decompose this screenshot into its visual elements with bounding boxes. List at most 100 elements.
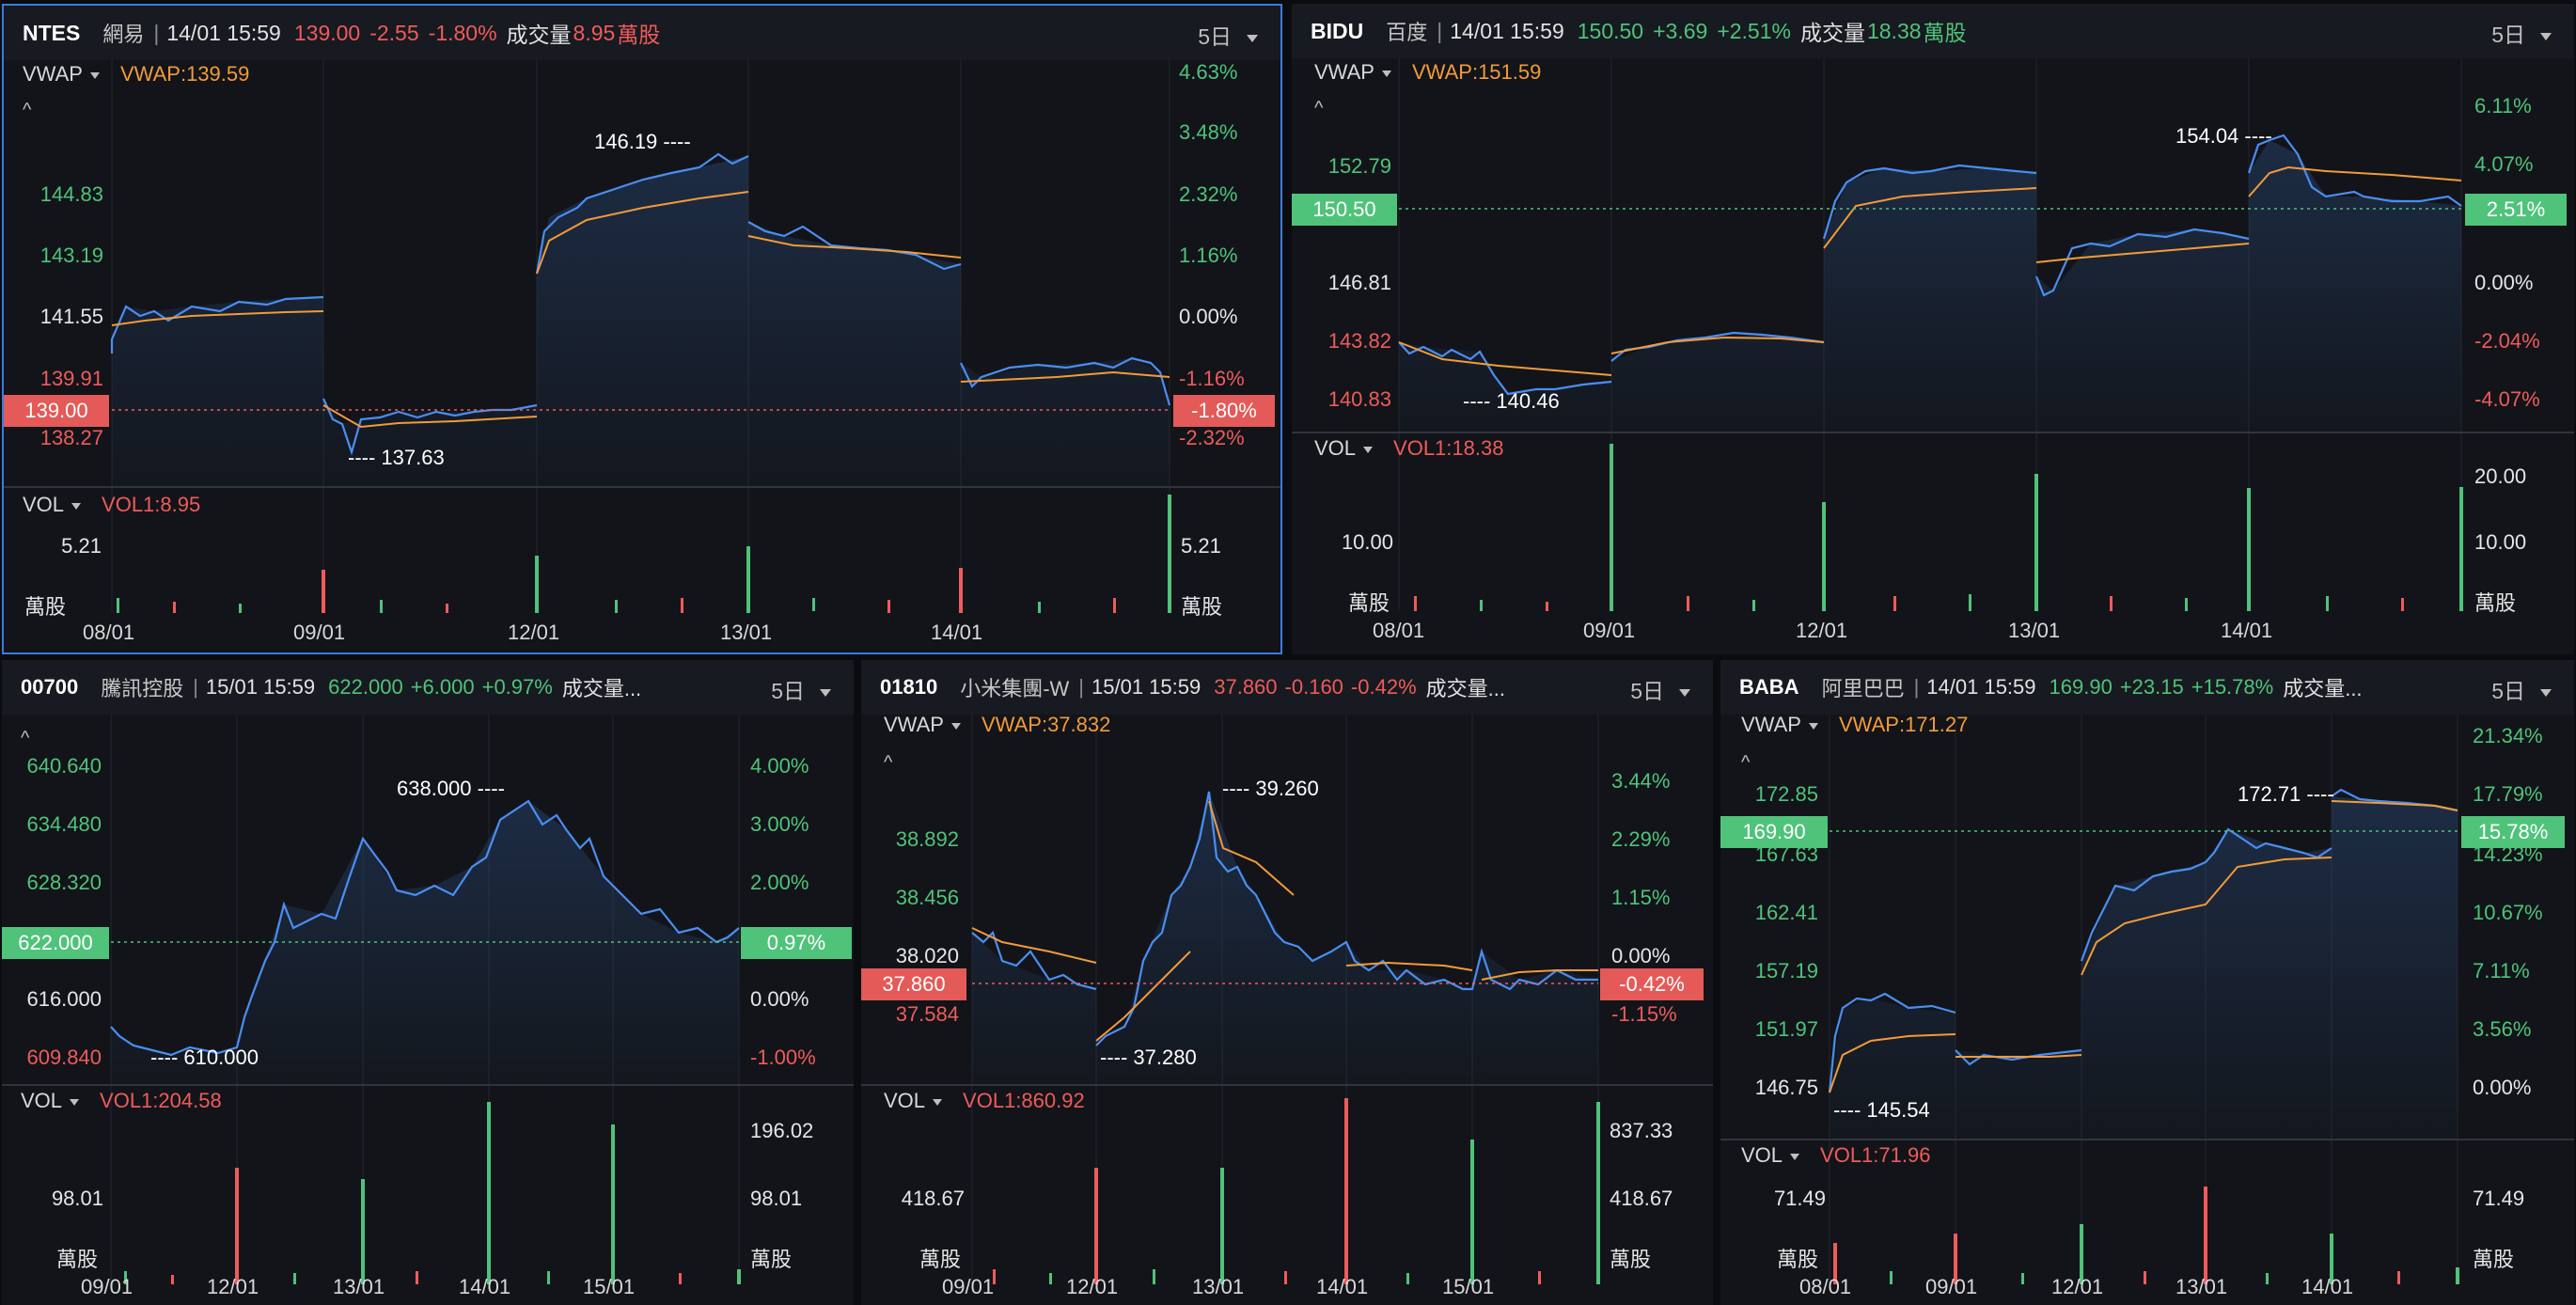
vol-tick: 5.21 <box>61 534 102 558</box>
collapse-icon[interactable]: ^ <box>884 752 893 773</box>
vol-label: VOL <box>1314 436 1357 460</box>
range-selector[interactable]: 5日 <box>2491 673 2552 705</box>
tick: 38.020 <box>895 944 959 967</box>
low-marker: ---- 145.54 <box>1833 1098 1930 1122</box>
range-selector[interactable]: 5日 <box>2491 17 2552 49</box>
vol-indicator[interactable]: VOL VOL1:8.95 <box>23 493 200 517</box>
chart-panel-00700[interactable]: 00700 騰訊控股 | 15/01 15:59 622.000 +6.000 … <box>2 660 854 1305</box>
price-change: +3.69 <box>1653 18 1708 43</box>
tick: 1.16% <box>1179 244 1238 267</box>
pct-change: +2.51% <box>1717 18 1791 43</box>
collapse-icon[interactable]: ^ <box>1741 752 1751 773</box>
current-price-tag: 622.000 <box>2 927 109 959</box>
symbol: 01810 <box>880 675 938 699</box>
chart-canvas[interactable] <box>2 660 854 1305</box>
collapse-icon[interactable]: ^ <box>23 100 32 120</box>
tick: 640.640 <box>26 754 102 778</box>
chart-canvas[interactable] <box>861 660 1713 1305</box>
tick: 3.44% <box>1611 769 1671 793</box>
date-label: 12/01 <box>207 1275 259 1298</box>
range-selector[interactable]: 5日 <box>1630 673 1690 705</box>
timestamp: 15/01 15:59 <box>1092 675 1202 699</box>
panel-header: 00700 騰訊控股 | 15/01 15:59 622.000 +6.000 … <box>2 660 854 715</box>
volume-value: 18.38 <box>1866 18 1922 43</box>
date-label: 09/01 <box>942 1275 995 1298</box>
stock-name: 百度 <box>1386 21 1428 44</box>
high-label: 146.19 <box>594 130 658 153</box>
tick: 0.00% <box>2474 271 2534 294</box>
vwap-indicator[interactable]: VWAP VWAP:151.59 <box>1314 60 1541 85</box>
collapse-icon[interactable]: ^ <box>21 728 30 748</box>
tick: 38.892 <box>895 827 959 851</box>
current-price-tag: 139.00 <box>4 395 109 427</box>
chart-canvas[interactable] <box>1720 660 2574 1305</box>
vol-indicator[interactable]: VOL VOL1:204.58 <box>21 1089 222 1113</box>
date-label: 14/01 <box>1316 1275 1369 1298</box>
tick: 2.29% <box>1611 827 1671 851</box>
vol-indicator[interactable]: VOL VOL1:18.38 <box>1314 436 1503 461</box>
range-selector[interactable]: 5日 <box>1198 19 1258 51</box>
volume-unit: 萬股 <box>617 23 661 47</box>
price-area <box>1830 796 2458 1140</box>
low-marker: ---- 140.46 <box>1463 389 1560 413</box>
pct-change: +15.78% <box>2191 675 2274 699</box>
range-selector[interactable]: 5日 <box>771 673 831 705</box>
chart-panel-ntes[interactable]: NTES 網易 | 14/01 15:59 139.00 -2.55 -1.80… <box>2 4 1282 654</box>
right-axis: 21.34% 17.79% 14.23% 10.67% 7.11% 3.56% … <box>2473 660 2574 1140</box>
vwap-indicator[interactable]: VWAP VWAP:171.27 <box>1741 713 1968 737</box>
vol-tick-right: 98.01 <box>750 1187 803 1210</box>
chart-canvas[interactable] <box>4 6 1282 654</box>
vol-tick: 418.67 <box>901 1187 965 1210</box>
divider: | <box>153 20 160 45</box>
vol-indicator[interactable]: VOL VOL1:71.96 <box>1741 1143 1930 1168</box>
price-line <box>971 791 1598 1046</box>
vol-indicator[interactable]: VOL VOL1:860.92 <box>884 1089 1085 1113</box>
chevron-down-icon <box>1247 34 1258 42</box>
volume-bars <box>993 1098 1600 1284</box>
current-pct-tag: 0.97% <box>741 927 852 959</box>
tick: 140.83 <box>1327 387 1391 411</box>
vol-tick: 10.00 <box>1341 530 1393 554</box>
last-price: 169.90 <box>2049 675 2113 699</box>
stock-name: 網易 <box>102 23 145 46</box>
vwap-label: VWAP <box>1314 60 1374 84</box>
divider: | <box>1078 675 1084 699</box>
date-label: 13/01 <box>2008 619 2061 642</box>
low-marker: ---- 610.000 <box>150 1046 259 1069</box>
timestamp: 14/01 15:59 <box>1926 675 2036 699</box>
date-label: 14/01 <box>931 621 983 644</box>
date-label: 08/01 <box>1373 619 1425 642</box>
timestamp: 14/01 15:59 <box>166 20 281 45</box>
high-label: 638.000 <box>397 777 472 800</box>
chart-panel-baba[interactable]: BABA 阿里巴巴 | 14/01 15:59 169.90 +23.15 +1… <box>1720 660 2574 1305</box>
chart-panel-01810[interactable]: 01810 小米集團-W | 15/01 15:59 37.860 -0.160… <box>861 660 1713 1305</box>
vol-unit-right: 萬股 <box>1610 1248 1652 1271</box>
symbol: BIDU <box>1311 18 1364 43</box>
current-price-tag: 169.90 <box>1720 816 1828 848</box>
vol-value: VOL1:71.96 <box>1820 1143 1931 1167</box>
last-price: 622.000 <box>328 675 403 699</box>
chart-canvas[interactable] <box>1292 4 2574 654</box>
high-marker: 172.71 ---- <box>2238 782 2334 806</box>
tick: 138.27 <box>39 426 103 449</box>
tick: 10.67% <box>2473 901 2543 924</box>
vol-value: VOL1:18.38 <box>1393 436 1504 460</box>
high-marker: 154.04 ---- <box>2175 124 2272 148</box>
date-label: 12/01 <box>2051 1275 2104 1298</box>
vwap-indicator[interactable]: VWAP VWAP:139.59 <box>23 62 249 86</box>
volume-label: 成交量... <box>1425 677 1505 700</box>
date-label: 14/01 <box>2221 619 2273 642</box>
price-area <box>111 801 739 1085</box>
tick: 143.82 <box>1327 329 1391 353</box>
date-axis: 08/01 09/01 12/01 13/01 14/01 <box>1292 619 2574 647</box>
tick: 628.320 <box>26 871 102 894</box>
vwap-indicator[interactable]: VWAP VWAP:37.832 <box>884 713 1110 737</box>
high-marker: ---- 39.260 <box>1222 777 1319 800</box>
collapse-icon[interactable]: ^ <box>1314 98 1324 118</box>
chart-panel-bidu[interactable]: BIDU 百度 | 14/01 15:59 150.50 +3.69 +2.51… <box>1292 4 2574 654</box>
tick: 37.584 <box>895 1002 959 1026</box>
vol-label: VOL <box>21 1089 63 1112</box>
vol-tick-right: 5.21 <box>1181 534 1221 558</box>
vwap-line <box>111 191 1170 429</box>
vwap-value: VWAP:139.59 <box>119 62 250 86</box>
